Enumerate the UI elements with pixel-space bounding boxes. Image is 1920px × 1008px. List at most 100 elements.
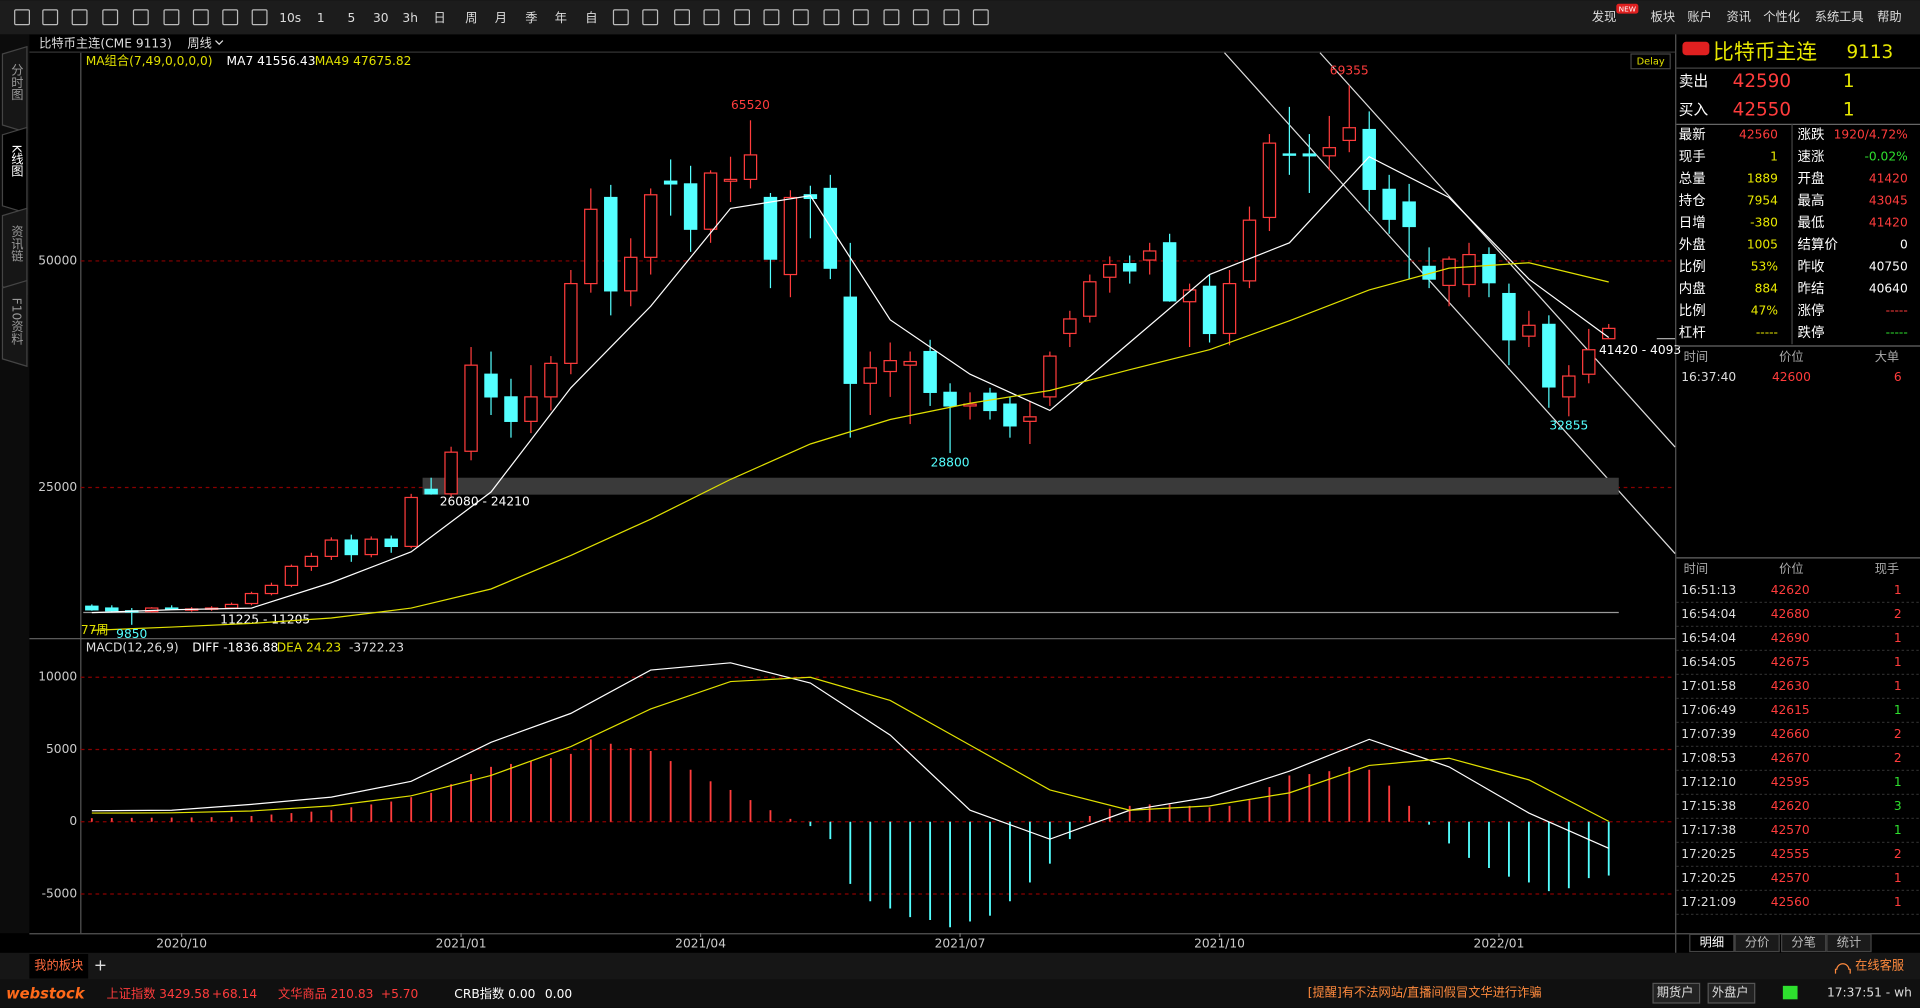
menu-item[interactable]: 发现: [1592, 9, 1616, 24]
dea-label: DEA 24.23: [277, 640, 341, 654]
menu-item[interactable]: 个性化: [1763, 10, 1800, 24]
account-label[interactable]: 期货户: [1657, 985, 1694, 1000]
account-button[interactable]: [1652, 982, 1701, 1004]
side-tab-label[interactable]: 分时图: [9, 64, 23, 101]
board-tab[interactable]: [29, 954, 89, 979]
period-button[interactable]: 月: [495, 11, 507, 25]
add-tab[interactable]: +: [94, 956, 107, 975]
toolbar-icon[interactable]: [674, 9, 690, 26]
toolbar-icon[interactable]: [734, 9, 750, 26]
period-button[interactable]: 30: [373, 11, 389, 25]
field-label: 结算价: [1798, 237, 1839, 253]
index-value: 3429.58: [159, 987, 210, 1001]
candle-body: [1302, 153, 1317, 157]
tick-time: 17:12:10: [1681, 775, 1736, 789]
panel-tab-label[interactable]: 分价: [1745, 935, 1769, 949]
column-header: 价位: [1779, 349, 1803, 364]
field-label: 最高: [1798, 192, 1825, 209]
range-label: 41420 - 4093: [1599, 343, 1681, 357]
field-value: 47%: [1751, 304, 1778, 318]
tick-qty: 2: [1894, 751, 1902, 765]
period-button[interactable]: 日: [433, 11, 445, 25]
toolbar-icon[interactable]: [14, 9, 31, 26]
trend-line: [1224, 52, 1676, 555]
panel-tab[interactable]: [1826, 933, 1872, 953]
candle-body: [823, 187, 838, 269]
toolbar-icon[interactable]: [192, 9, 209, 26]
x-tick-label: 2021/04: [675, 937, 726, 951]
toolbar-icon[interactable]: [71, 9, 88, 26]
toolbar-icon[interactable]: [852, 9, 869, 26]
account-button[interactable]: [1707, 982, 1756, 1004]
field-label: 外盘: [1679, 236, 1706, 253]
toolbar-icon[interactable]: [251, 9, 268, 26]
menu-item[interactable]: 账户: [1687, 9, 1711, 24]
period-button[interactable]: 10s: [279, 11, 301, 25]
toolbar-icon[interactable]: [132, 9, 149, 26]
field-value: -0.02%: [1864, 149, 1907, 163]
candle-body: [224, 603, 239, 609]
panel-tab[interactable]: [1689, 933, 1735, 953]
online-service[interactable]: 在线客服: [1855, 958, 1904, 973]
toolbar-icon[interactable]: [912, 9, 929, 26]
tick-price: 42595: [1771, 775, 1810, 789]
period-button[interactable]: 周: [465, 11, 477, 25]
menu-item[interactable]: 板块: [1651, 10, 1675, 24]
field-label: 最低: [1798, 215, 1825, 231]
side-tab[interactable]: [1, 279, 28, 368]
toolbar-icon[interactable]: [642, 9, 659, 26]
candle-body: [624, 256, 638, 292]
menu-item[interactable]: 资讯: [1727, 10, 1751, 24]
candle-body: [643, 194, 658, 258]
y-tick-label: 5000: [46, 742, 77, 756]
candle-body: [544, 362, 558, 398]
toolbar-icon[interactable]: [42, 9, 59, 26]
toolbar-icon[interactable]: [972, 9, 989, 26]
panel-tab-label[interactable]: 统计: [1837, 935, 1861, 949]
toolbar-icon[interactable]: [612, 9, 629, 26]
toolbar-icon[interactable]: [163, 9, 180, 26]
column-header: 现手: [1875, 562, 1899, 576]
field-value: 53%: [1751, 260, 1778, 274]
tick-qty: 1: [1894, 871, 1902, 885]
toolbar-icon[interactable]: [222, 9, 239, 26]
period-button[interactable]: 1: [317, 11, 325, 25]
candle-body: [1262, 142, 1277, 219]
panel-tab[interactable]: [1734, 933, 1780, 953]
tick-time: 17:20:25: [1681, 847, 1736, 861]
toolbar-icon[interactable]: [792, 9, 809, 26]
period-button[interactable]: 3h: [402, 11, 418, 25]
candle-body: [1103, 263, 1117, 278]
account-label[interactable]: 外盘户: [1712, 985, 1749, 1000]
side-tab-label[interactable]: K线图: [9, 145, 23, 178]
board-tab-label[interactable]: 我的板块: [34, 958, 83, 973]
period-button[interactable]: 季: [525, 11, 537, 25]
period-button[interactable]: 年: [555, 11, 567, 25]
panel-tab-label[interactable]: 明细: [1700, 935, 1724, 949]
toolbar-icon[interactable]: [883, 9, 900, 26]
toolbar-icon[interactable]: [943, 9, 960, 26]
period-selector[interactable]: 周线: [187, 37, 211, 51]
toolbar-icon[interactable]: [703, 9, 720, 26]
toolbar-icon[interactable]: [763, 9, 780, 26]
candle-body: [1502, 292, 1516, 341]
candle-body: [1382, 188, 1396, 220]
tick-qty: 2: [1894, 847, 1902, 861]
side-tab-label[interactable]: F10资料: [9, 298, 23, 345]
toolbar-icon[interactable]: [102, 9, 119, 26]
tick-price: 42660: [1771, 727, 1810, 741]
field-value: -----: [1756, 326, 1778, 340]
menu-item[interactable]: 帮助: [1877, 10, 1901, 24]
field-value: 884: [1755, 282, 1779, 296]
field-value: -380: [1750, 215, 1778, 229]
period-button[interactable]: 自: [585, 11, 597, 25]
panel-tab[interactable]: [1781, 933, 1827, 953]
field-label: 昨结: [1798, 281, 1825, 297]
period-button[interactable]: 5: [348, 11, 356, 25]
candle-body: [1582, 349, 1596, 375]
menu-item[interactable]: 系统工具: [1815, 10, 1864, 24]
side-tab-label[interactable]: 资讯链: [9, 225, 23, 262]
panel-tab-label[interactable]: 分笔: [1791, 934, 1815, 949]
toolbar-icon[interactable]: [823, 9, 840, 26]
